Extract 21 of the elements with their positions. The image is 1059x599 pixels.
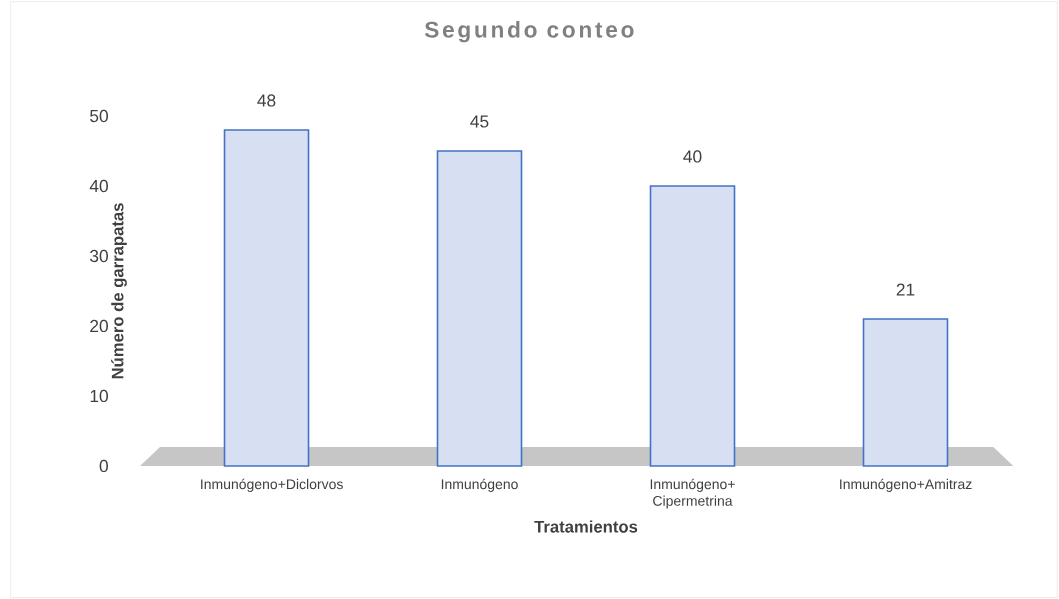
data-label: 48 xyxy=(257,94,276,107)
x-tick-label: Inmunógeno xyxy=(441,478,518,492)
y-tick-label: 0 xyxy=(99,459,108,473)
bar xyxy=(862,318,949,467)
data-label: 45 xyxy=(470,115,489,128)
data-label: 40 xyxy=(683,150,702,163)
y-tick-label: 20 xyxy=(90,319,108,333)
bar xyxy=(436,150,523,467)
y-axis-title: Número de garrapatas xyxy=(111,203,127,379)
chart-title: Segundo conteo xyxy=(424,21,634,43)
bar xyxy=(649,185,736,467)
y-tick-label: 10 xyxy=(90,389,108,403)
bar xyxy=(223,129,310,467)
y-tick-label: 30 xyxy=(90,249,108,263)
x-tick-label: Inmunógeno+Diclorvos xyxy=(201,478,343,492)
x-tick-label: Inmunógeno+ Cipermetrina xyxy=(650,478,735,509)
y-tick-label: 40 xyxy=(89,179,108,193)
x-axis-title: Tratamientos xyxy=(534,520,638,533)
data-label: 21 xyxy=(896,283,915,296)
x-tick-label: Inmunógeno+Amitraz xyxy=(840,478,972,492)
y-tick-label: 50 xyxy=(90,109,108,123)
